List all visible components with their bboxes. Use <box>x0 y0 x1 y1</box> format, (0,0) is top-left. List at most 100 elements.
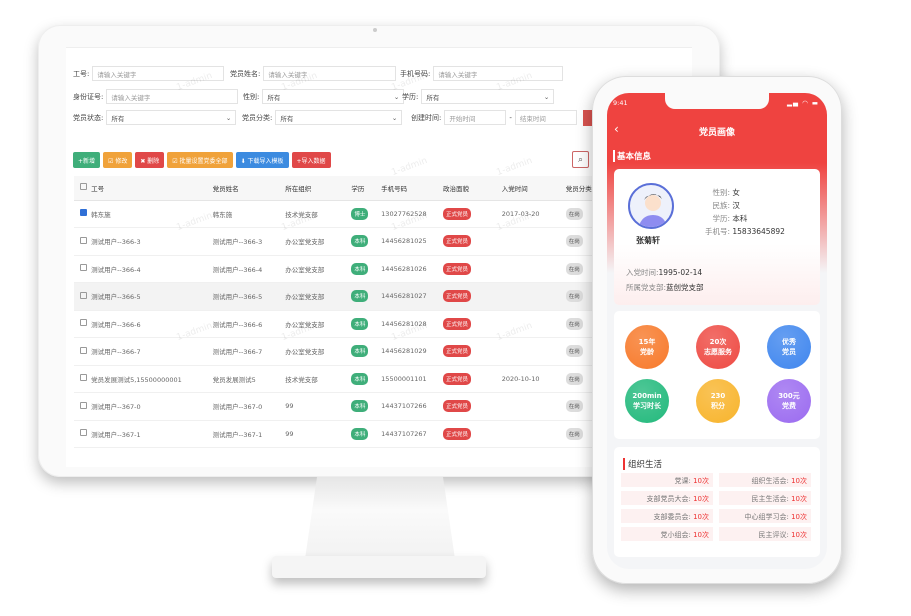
cell-phone: 14437107266 <box>381 392 444 421</box>
table-row[interactable]: 测试用户--366-4 测试用户--366-4 办公室党支部 本科 144562… <box>74 255 634 283</box>
political-badge: 正式党员 <box>443 235 472 248</box>
column-header[interactable]: 党员姓名 <box>212 176 286 201</box>
label: 党员姓名: <box>230 69 261 78</box>
row-checkbox[interactable] <box>80 236 87 244</box>
end-date-input[interactable]: 结束时间 <box>514 110 577 125</box>
table-row[interactable]: 测试用户--367-1 测试用户--367-1 99 本科 1443710726… <box>74 420 634 448</box>
cell-date <box>501 282 566 311</box>
category-badge: 在岗 <box>565 427 583 440</box>
column-header[interactable]: 政治面貌 <box>443 176 502 201</box>
cell-phone: 14456281026 <box>381 255 444 283</box>
category-badge: 在岗 <box>565 290 583 303</box>
table-row[interactable]: 测试用户--367-0 测试用户--367-0 99 本科 1443710726… <box>74 392 634 421</box>
filter-education: 学历: 所有 ⌄ <box>402 89 555 104</box>
column-header[interactable]: 手机号码 <box>381 176 444 201</box>
label: 身份证号: <box>73 92 104 101</box>
column-header[interactable]: 学历 <box>351 176 382 201</box>
category-badge: 在岗 <box>565 235 583 248</box>
cell-org: 办公室党支部 <box>285 227 352 256</box>
delete-button[interactable]: ✖ 删除 <box>135 152 165 168</box>
profile-name: 张菊轩 <box>636 236 660 245</box>
table-row[interactable]: 测试用户--366-3 测试用户--366-3 办公室党支部 本科 144562… <box>74 227 634 256</box>
battery-icon: ▂▄ ◠ ▬ <box>787 99 819 107</box>
label: 民主评议: <box>758 531 789 539</box>
table-row[interactable]: 测试用户--366-5 测试用户--366-5 办公室党支部 本科 144562… <box>74 282 634 311</box>
education-badge: 本科 <box>351 317 369 330</box>
label: 支部党员大会: <box>646 495 691 503</box>
education-select[interactable]: 所有 ⌄ <box>421 89 555 104</box>
column-header[interactable]: 工号 <box>91 176 213 201</box>
start-date-input[interactable]: 开始时间 <box>444 110 507 125</box>
row-checkbox[interactable] <box>80 319 87 327</box>
name-input[interactable]: 请输入关键字 <box>263 66 397 81</box>
avatar <box>628 183 674 229</box>
table-row[interactable]: 测试用户--366-6 测试用户--366-6 办公室党支部 本科 144562… <box>74 310 634 338</box>
stat-badge[interactable]: 15年 党龄 <box>625 325 669 369</box>
value: 所有 <box>426 93 440 102</box>
row-checkbox[interactable] <box>80 401 87 409</box>
stat-badge[interactable]: 230 积分 <box>696 379 740 423</box>
table-row[interactable]: 党员发展测试5,15500000001 党员发展测试5 技术党支部 本科 155… <box>74 365 634 393</box>
cell-name: 测试用户--366-4 <box>212 255 286 283</box>
label: 创建时间: <box>411 113 442 122</box>
row-checkbox[interactable] <box>80 346 87 354</box>
edit-button[interactable]: ☑ 修改 <box>103 152 133 168</box>
stat-badge[interactable]: 300元 党费 <box>767 379 811 423</box>
admin-screen: 工号: 请输入关键字 党员姓名: 请输入关键字 手机号码: 请输入关键字 身份证号: 请… <box>66 47 692 467</box>
label: 性别: <box>712 188 730 197</box>
phone-screen: 9:41 ▂▄ ◠ ▬ ‹ 党员画像 基本信息 张菊轩 性别: 女民族: 汉学历… <box>607 93 827 569</box>
cell-date: 2017-03-20 <box>501 200 566 228</box>
value: 所有 <box>280 114 294 123</box>
download-template-button[interactable]: ⬇ 下载导入模板 <box>235 152 289 168</box>
label: 学历: <box>402 92 419 101</box>
add-button[interactable]: +新增 <box>73 152 101 168</box>
section-title: 基本信息 <box>613 150 651 162</box>
cell-org: 99 <box>285 420 352 448</box>
value: 汉 <box>732 201 740 210</box>
category-select[interactable]: 所有 ⌄ <box>275 110 403 125</box>
org-life-item: 民主评议: 10次 <box>719 527 811 541</box>
table-row[interactable]: 韩东施 韩东施 技术党支部 博士 13027762528 正式党员 2017-0… <box>74 200 634 228</box>
status-select[interactable]: 所有 ⌄ <box>106 110 237 125</box>
profile-card: 张菊轩 性别: 女民族: 汉学历: 本科 手机号: 15833645892 入党时… <box>614 169 820 305</box>
row-checkbox[interactable] <box>80 209 87 217</box>
idcard-input[interactable]: 请输入关键字 <box>106 89 239 104</box>
column-header[interactable]: 入党时间 <box>501 176 566 201</box>
category-badge: 在岗 <box>565 317 583 330</box>
watermark: 1-admin <box>390 155 429 179</box>
label: 入党时间: <box>626 268 659 277</box>
stat-badge[interactable]: 优秀 党员 <box>767 325 811 369</box>
row-checkbox[interactable] <box>80 291 87 299</box>
row-checkbox[interactable] <box>80 429 87 437</box>
label: 党小组会: <box>660 531 691 539</box>
camera-dot <box>373 28 377 32</box>
table-row[interactable]: 测试用户--366-7 测试用户--366-7 办公室党支部 本科 144562… <box>74 337 634 366</box>
batch-set-button[interactable]: ☑ 批量设置党委全部 <box>167 152 233 168</box>
stat-badge[interactable]: 20次 志愿服务 <box>696 325 740 369</box>
row-checkbox[interactable] <box>80 264 87 272</box>
select-all-checkbox[interactable] <box>80 183 87 191</box>
import-button[interactable]: +导入数据 <box>291 152 331 168</box>
phone-input[interactable]: 请输入关键字 <box>433 66 564 81</box>
gender-select[interactable]: 所有 ⌄ <box>262 89 405 104</box>
label: 手机号: <box>704 227 730 236</box>
cell-name: 测试用户--366-7 <box>212 337 286 366</box>
column-header[interactable]: 所在组织 <box>285 176 352 201</box>
political-badge: 正式党员 <box>443 317 472 330</box>
toolbar: +新增 ☑ 修改 ✖ 删除 ☑ 批量设置党委全部 ⬇ 下载导入模板 +导入数据 <box>73 152 331 168</box>
political-badge: 正式党员 <box>443 372 472 385</box>
category-badge: 在岗 <box>565 400 583 413</box>
label: 性别: <box>243 92 260 101</box>
row-checkbox[interactable] <box>80 374 87 382</box>
stat-badge[interactable]: 200min 学习时长 <box>625 379 669 423</box>
education-badge: 本科 <box>351 235 369 248</box>
gonghao-input[interactable]: 请输入关键字 <box>92 66 225 81</box>
cell-date <box>501 420 566 448</box>
political-badge: 正式党员 <box>443 400 472 413</box>
back-icon[interactable]: ‹ <box>614 122 619 136</box>
political-badge: 正式党员 <box>443 345 472 358</box>
search-icon[interactable]: ⌕ <box>572 151 589 168</box>
cell-date <box>501 310 566 338</box>
cell-id: 韩东施 <box>91 200 213 228</box>
value: 女 <box>732 188 740 197</box>
